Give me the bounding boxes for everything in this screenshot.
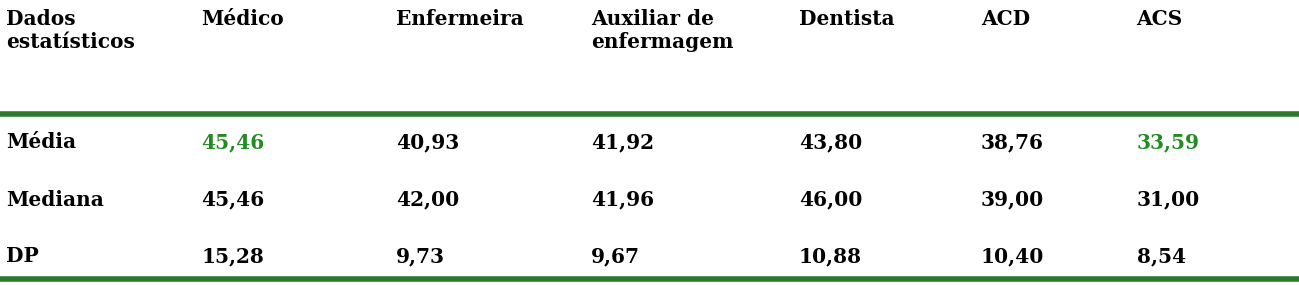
Text: 10,88: 10,88 [799, 247, 863, 266]
Text: 15,28: 15,28 [201, 247, 264, 266]
Text: 8,54: 8,54 [1137, 247, 1186, 266]
Text: 43,80: 43,80 [799, 133, 863, 152]
Text: 41,96: 41,96 [591, 190, 655, 209]
Text: 40,93: 40,93 [396, 133, 460, 152]
Text: 39,00: 39,00 [981, 190, 1044, 209]
Text: Auxiliar de
enfermagem: Auxiliar de enfermagem [591, 9, 734, 52]
Text: Mediana: Mediana [6, 190, 104, 209]
Text: 42,00: 42,00 [396, 190, 460, 209]
Text: 38,76: 38,76 [981, 133, 1043, 152]
Text: 10,40: 10,40 [981, 247, 1044, 266]
Text: Média: Média [6, 133, 77, 152]
Text: 41,92: 41,92 [591, 133, 653, 152]
Text: Enfermeira: Enfermeira [396, 9, 523, 28]
Text: DP: DP [6, 247, 39, 266]
Text: ACS: ACS [1137, 9, 1183, 28]
Text: 33,59: 33,59 [1137, 133, 1199, 152]
Text: 9,67: 9,67 [591, 247, 640, 266]
Text: ACD: ACD [981, 9, 1030, 28]
Text: 9,73: 9,73 [396, 247, 446, 266]
Text: Médico: Médico [201, 9, 284, 28]
Text: 31,00: 31,00 [1137, 190, 1200, 209]
Text: 45,46: 45,46 [201, 190, 265, 209]
Text: 46,00: 46,00 [799, 190, 863, 209]
Text: Dados
estatísticos: Dados estatísticos [6, 9, 135, 52]
Text: Dentista: Dentista [799, 9, 895, 28]
Text: 45,46: 45,46 [201, 133, 265, 152]
